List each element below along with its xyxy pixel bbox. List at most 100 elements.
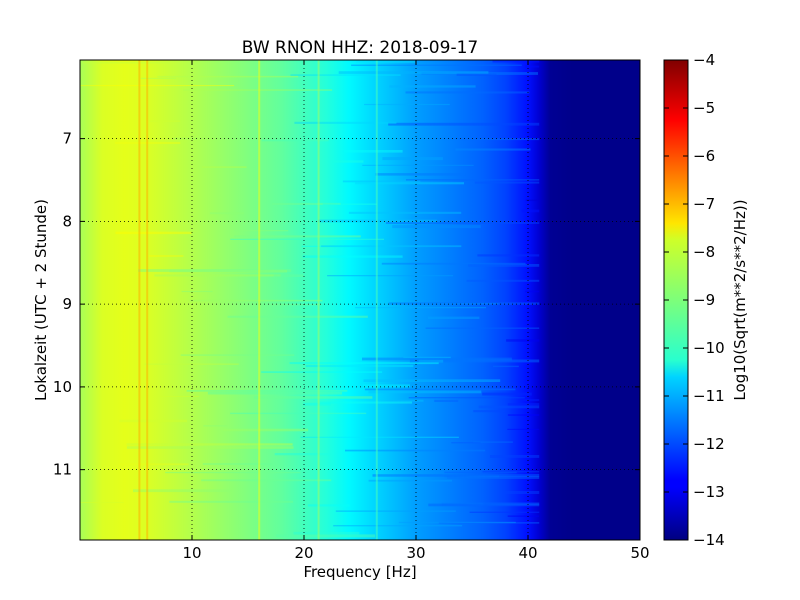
noise-streak — [364, 103, 450, 106]
noise-streak — [321, 245, 462, 248]
noise-streak — [418, 359, 444, 363]
colorbar-tick-label: −7 — [693, 195, 715, 213]
noise-streak — [230, 238, 384, 240]
noise-streak — [506, 339, 540, 342]
noise-streak — [320, 401, 412, 404]
noise-streak — [115, 231, 192, 235]
noise-streak — [333, 525, 463, 527]
noise-streak — [372, 474, 540, 477]
plot-frame — [79, 59, 641, 541]
noise-streak — [388, 302, 540, 305]
noise-streak — [476, 502, 540, 506]
x-tick-label: 10 — [182, 544, 201, 562]
colorbar-tick-label: −4 — [693, 51, 715, 69]
noise-streak — [165, 471, 301, 474]
noise-streak — [348, 211, 462, 214]
noise-streak — [482, 392, 532, 396]
noise-streak — [451, 442, 481, 444]
noise-streak — [507, 403, 540, 406]
y-tick-label: 11 — [53, 461, 72, 479]
noise-streak — [405, 91, 530, 94]
noise-streak — [338, 71, 489, 74]
noise-streak — [381, 262, 526, 265]
noise-streak — [327, 275, 454, 277]
noise-streak — [473, 410, 505, 413]
noise-streak — [302, 255, 403, 258]
noise-streak — [300, 436, 459, 438]
noise-streak — [335, 510, 456, 512]
spectrogram-image — [80, 60, 640, 540]
noise-streak — [525, 199, 540, 202]
noise-streak — [303, 402, 331, 406]
noise-streak — [444, 475, 500, 478]
noise-streak — [525, 290, 540, 293]
noise-streak — [477, 254, 540, 257]
noise-streak — [427, 316, 480, 319]
noise-streak — [294, 121, 397, 124]
y-tick-label: 7 — [62, 130, 72, 148]
noise-streak — [385, 222, 540, 224]
noise-streak — [207, 391, 342, 395]
noise-streak — [507, 428, 540, 430]
noise-streak — [227, 315, 368, 318]
noise-streak — [138, 269, 292, 272]
noise-streak — [468, 264, 540, 267]
noise-streak — [273, 274, 304, 277]
noise-streak — [276, 534, 376, 538]
noise-streak — [408, 397, 525, 399]
colorbar-tick-label: −11 — [693, 387, 725, 405]
noise-streak — [202, 463, 273, 465]
noise-streak — [403, 356, 451, 359]
colorbar-ticks: −4 −5 −6 −7 −8 −9 −10 −11 −12 −13 −14 — [664, 51, 725, 549]
colorbar-tick-label: −10 — [693, 339, 725, 357]
x-tick-label: 20 — [294, 544, 313, 562]
grid-lines — [80, 60, 640, 540]
noise-streak — [307, 504, 350, 507]
noise-streak — [406, 179, 540, 181]
noise-streak — [503, 491, 540, 494]
colorbar-tick-label: −6 — [693, 147, 715, 165]
noise-streak — [456, 73, 497, 76]
x-tick-label: 50 — [630, 544, 649, 562]
noise-streak — [209, 212, 244, 215]
noise-streak — [118, 463, 189, 466]
noise-streak — [274, 453, 331, 456]
noise-streak — [126, 446, 294, 449]
y-tick-label: 8 — [62, 212, 72, 230]
noise-streak — [447, 476, 540, 479]
noise-streak — [482, 471, 540, 473]
noise-streak — [169, 500, 293, 503]
colorbar-tick-label: −12 — [693, 435, 725, 453]
y-tick-label: 10 — [53, 378, 72, 396]
noise-streak — [234, 235, 361, 238]
noise-streak — [419, 303, 499, 305]
noise-streak — [421, 72, 538, 75]
x-axis-label: Frequency [Hz] — [303, 563, 416, 581]
colorbar-label: Log10(Sqrt(m**2/s**2/Hz)) — [731, 199, 749, 400]
noise-streak — [389, 85, 476, 88]
x-axis-ticks: 10 20 30 40 50 — [182, 60, 650, 562]
noise-streak — [169, 269, 288, 273]
noise-streak — [82, 62, 170, 64]
noise-streak — [126, 443, 293, 446]
noise-streak — [183, 89, 333, 91]
colorbar-tick-label: −14 — [693, 531, 725, 549]
noise-streak — [525, 65, 540, 68]
x-tick-label: 40 — [518, 544, 537, 562]
noise-streak — [189, 299, 323, 302]
spectral-line — [258, 60, 261, 540]
noise-streak — [203, 425, 228, 427]
noise-streak — [375, 173, 466, 176]
noise-streak — [158, 395, 200, 397]
chart-title: BW RNON HHZ: 2018-09-17 — [242, 38, 478, 58]
noise-streak — [362, 164, 474, 166]
noise-streak — [230, 412, 367, 415]
noise-streak — [507, 515, 539, 517]
noise-streak — [351, 64, 522, 66]
colorbar-tick-label: −9 — [693, 291, 715, 309]
spectral-line — [375, 60, 378, 540]
noise-streak — [490, 455, 540, 458]
noise-streak — [524, 473, 540, 476]
noise-streak — [458, 138, 540, 141]
